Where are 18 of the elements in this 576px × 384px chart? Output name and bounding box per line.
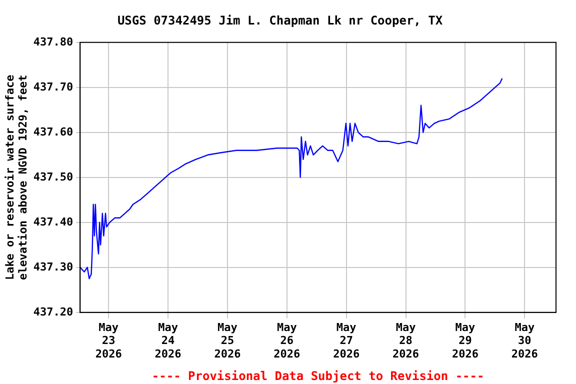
- y-tick-label: 437.60: [33, 125, 74, 138]
- y-axis-title: Lake or reservoir water surface elevation above NGVD 1929, feet: [3, 74, 30, 280]
- y-tick-label: 437.70: [33, 80, 74, 94]
- x-tick-label: May 29 2026: [452, 320, 479, 360]
- x-tick-label: May 24 2026: [154, 320, 182, 360]
- x-tick-label: May 25 2026: [214, 320, 242, 360]
- y-tick-label: 437.80: [33, 35, 74, 48]
- chart-title: USGS 07342495 Jim L. Chapman Lk nr Cooper, TX: [117, 13, 444, 28]
- x-tick-label: May 26 2026: [274, 320, 301, 360]
- y-tick-label: 437.30: [33, 260, 74, 274]
- x-tick-label: May 30 2026: [511, 320, 538, 360]
- x-tick-label: May 28 2026: [392, 320, 420, 360]
- x-tick-label: May 27 2026: [333, 320, 360, 360]
- text: ---- Provisional Data Subject to Revision ----: [152, 369, 484, 383]
- y-tick-label: 437.20: [33, 305, 74, 318]
- y-tick-label: 437.50: [33, 170, 74, 184]
- x-tick-label: May 23 2026: [95, 320, 122, 360]
- y-tick-label: 437.40: [33, 215, 74, 228]
